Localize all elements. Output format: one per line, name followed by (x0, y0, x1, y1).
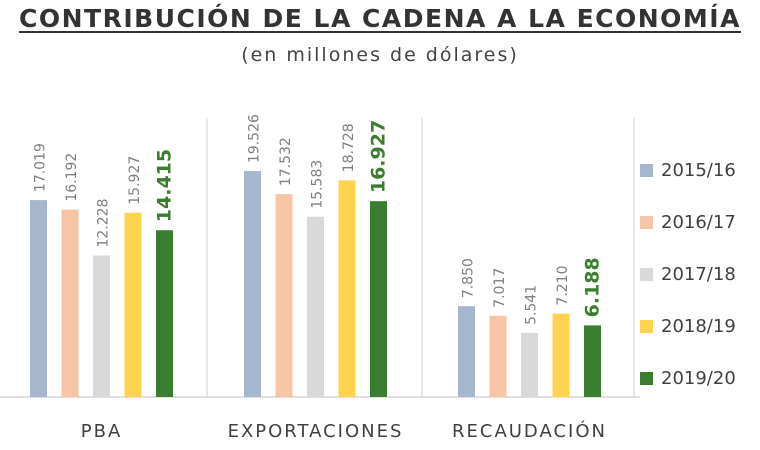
bar (552, 313, 570, 397)
bar-value-label: 14.415 (154, 149, 176, 222)
bar-value-label: 18.728 (341, 123, 357, 172)
bar-value-label: 17.019 (33, 143, 49, 192)
chart-subtitle: (en millones de dólares) (241, 44, 519, 66)
bar-value-label: 7.210 (555, 265, 571, 305)
legend-item: 2015/16 (640, 144, 736, 196)
bar-value-label: 7.850 (461, 258, 477, 298)
category-label: EXPORTACIONES (228, 421, 404, 442)
bar (489, 315, 507, 397)
bar (156, 230, 173, 397)
bar-value-label: 12.228 (96, 199, 112, 248)
bar (370, 201, 387, 397)
bar (30, 200, 47, 397)
bar (584, 325, 601, 397)
bar (307, 216, 324, 397)
bar-value-label: 7.017 (492, 268, 508, 308)
bar (124, 212, 142, 397)
bar (244, 171, 261, 397)
legend-label: 2019/20 (661, 367, 736, 389)
category-label: PBA (81, 421, 123, 442)
chart-title: CONTRIBUCIÓN DE LA CADENA A LA ECONOMÍA (19, 4, 741, 33)
legend-item: 2017/18 (640, 248, 736, 300)
legend-swatch (640, 371, 653, 385)
bar-value-label: 17.532 (278, 137, 294, 186)
bar-value-label: 15.583 (310, 160, 326, 209)
legend-label: 2016/17 (661, 211, 736, 233)
bar (275, 194, 293, 397)
bar-value-label: 16.192 (64, 153, 80, 202)
bar (61, 209, 79, 397)
bar (93, 255, 110, 397)
legend-item: 2016/17 (640, 196, 736, 248)
bar-value-label: 6.188 (582, 257, 604, 317)
legend-swatch (640, 267, 653, 281)
category-label: RECAUDACIÓN (452, 420, 607, 442)
bar (338, 180, 356, 397)
legend-swatch (640, 319, 653, 333)
legend-swatch (640, 215, 653, 229)
legend-swatch (640, 163, 653, 177)
chart-legend: 2015/16 2016/17 2017/18 2018/19 2019/20 (640, 144, 736, 404)
bar-value-label: 16.927 (368, 120, 390, 193)
bar (521, 332, 538, 397)
legend-label: 2018/19 (661, 315, 736, 337)
bar-value-label: 19.526 (247, 114, 263, 163)
bar-value-label: 5.541 (524, 285, 540, 325)
bar-value-label: 15.927 (127, 156, 143, 205)
legend-label: 2017/18 (661, 263, 736, 285)
legend-item: 2018/19 (640, 300, 736, 352)
legend-item: 2019/20 (640, 352, 736, 404)
bar (458, 306, 475, 397)
legend-label: 2015/16 (661, 159, 736, 181)
